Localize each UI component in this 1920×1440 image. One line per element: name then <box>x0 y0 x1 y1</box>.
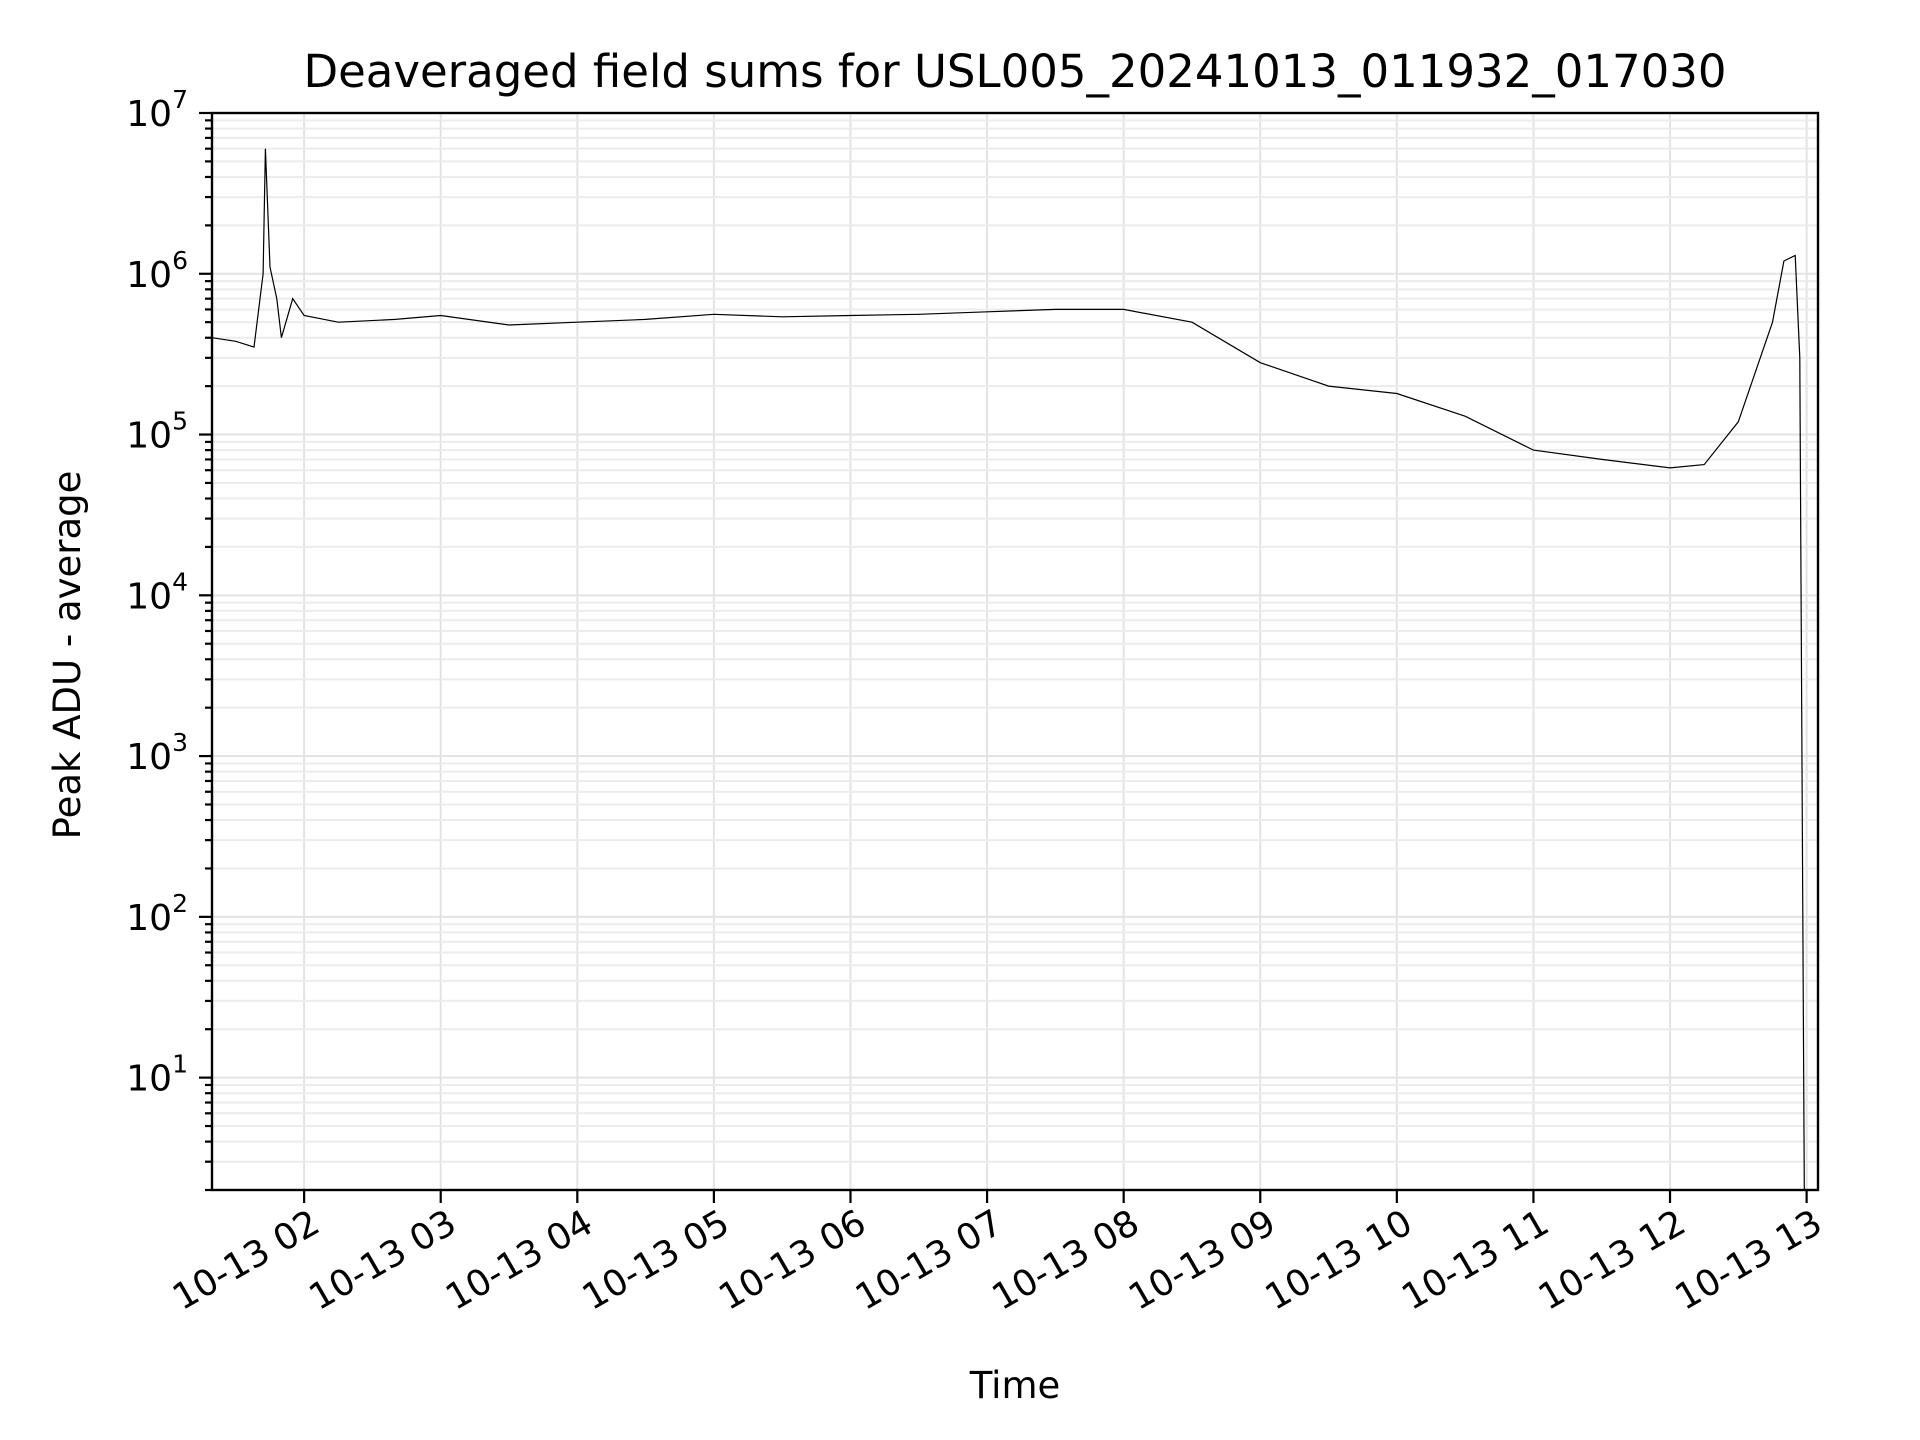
y-axis-label: Peak ADU - average <box>46 471 89 840</box>
y-tick-base: 10 <box>126 94 172 135</box>
y-tick-base: 10 <box>126 1059 172 1100</box>
x-axis-label: Time <box>969 1364 1061 1407</box>
y-tick-label: 104 <box>126 567 188 617</box>
x-tick-label: 10-13 07 <box>849 1202 1010 1318</box>
x-tick-label: 10-13 03 <box>303 1202 464 1318</box>
x-tick-label: 10-13 13 <box>1668 1202 1829 1318</box>
y-tick-label: 106 <box>126 246 188 296</box>
x-tick-label: 10-13 10 <box>1259 1202 1420 1318</box>
y-tick-exponent: 2 <box>172 889 188 918</box>
x-tick-label: 10-13 02 <box>166 1202 327 1318</box>
y-tick-base: 10 <box>126 255 172 296</box>
x-tick-label: 10-13 06 <box>712 1202 873 1318</box>
x-tick-label: 10-13 04 <box>439 1202 600 1318</box>
y-tick-exponent: 1 <box>172 1050 188 1079</box>
y-tick-label: 102 <box>126 889 188 939</box>
grid-layer <box>212 112 1818 1191</box>
y-tick-label: 103 <box>126 728 188 778</box>
x-tick-label: 10-13 12 <box>1532 1202 1693 1318</box>
y-tick-exponent: 3 <box>172 728 188 757</box>
y-tick-exponent: 6 <box>172 246 188 275</box>
y-tick-exponent: 5 <box>172 407 188 436</box>
y-tick-label: 101 <box>126 1050 188 1100</box>
series-line <box>211 148 1805 1191</box>
y-tick-base: 10 <box>126 737 172 778</box>
data-layer <box>211 148 1805 1191</box>
y-tick-base: 10 <box>126 576 172 617</box>
x-tick-label: 10-13 09 <box>1122 1202 1283 1318</box>
y-tick-label: 105 <box>126 407 188 457</box>
y-tick-exponent: 4 <box>172 567 188 596</box>
x-tick-label: 10-13 11 <box>1395 1202 1556 1318</box>
y-tick-exponent: 7 <box>172 85 188 114</box>
chart-title: Deaveraged field sums for USL005_2024101… <box>303 45 1726 98</box>
x-tick-label: 10-13 08 <box>985 1202 1146 1318</box>
y-tick-label: 107 <box>126 85 188 135</box>
x-tick-label: 10-13 05 <box>576 1202 737 1318</box>
y-tick-base: 10 <box>126 416 172 457</box>
plot-frame <box>210 111 1820 1192</box>
y-tick-base: 10 <box>126 898 172 939</box>
